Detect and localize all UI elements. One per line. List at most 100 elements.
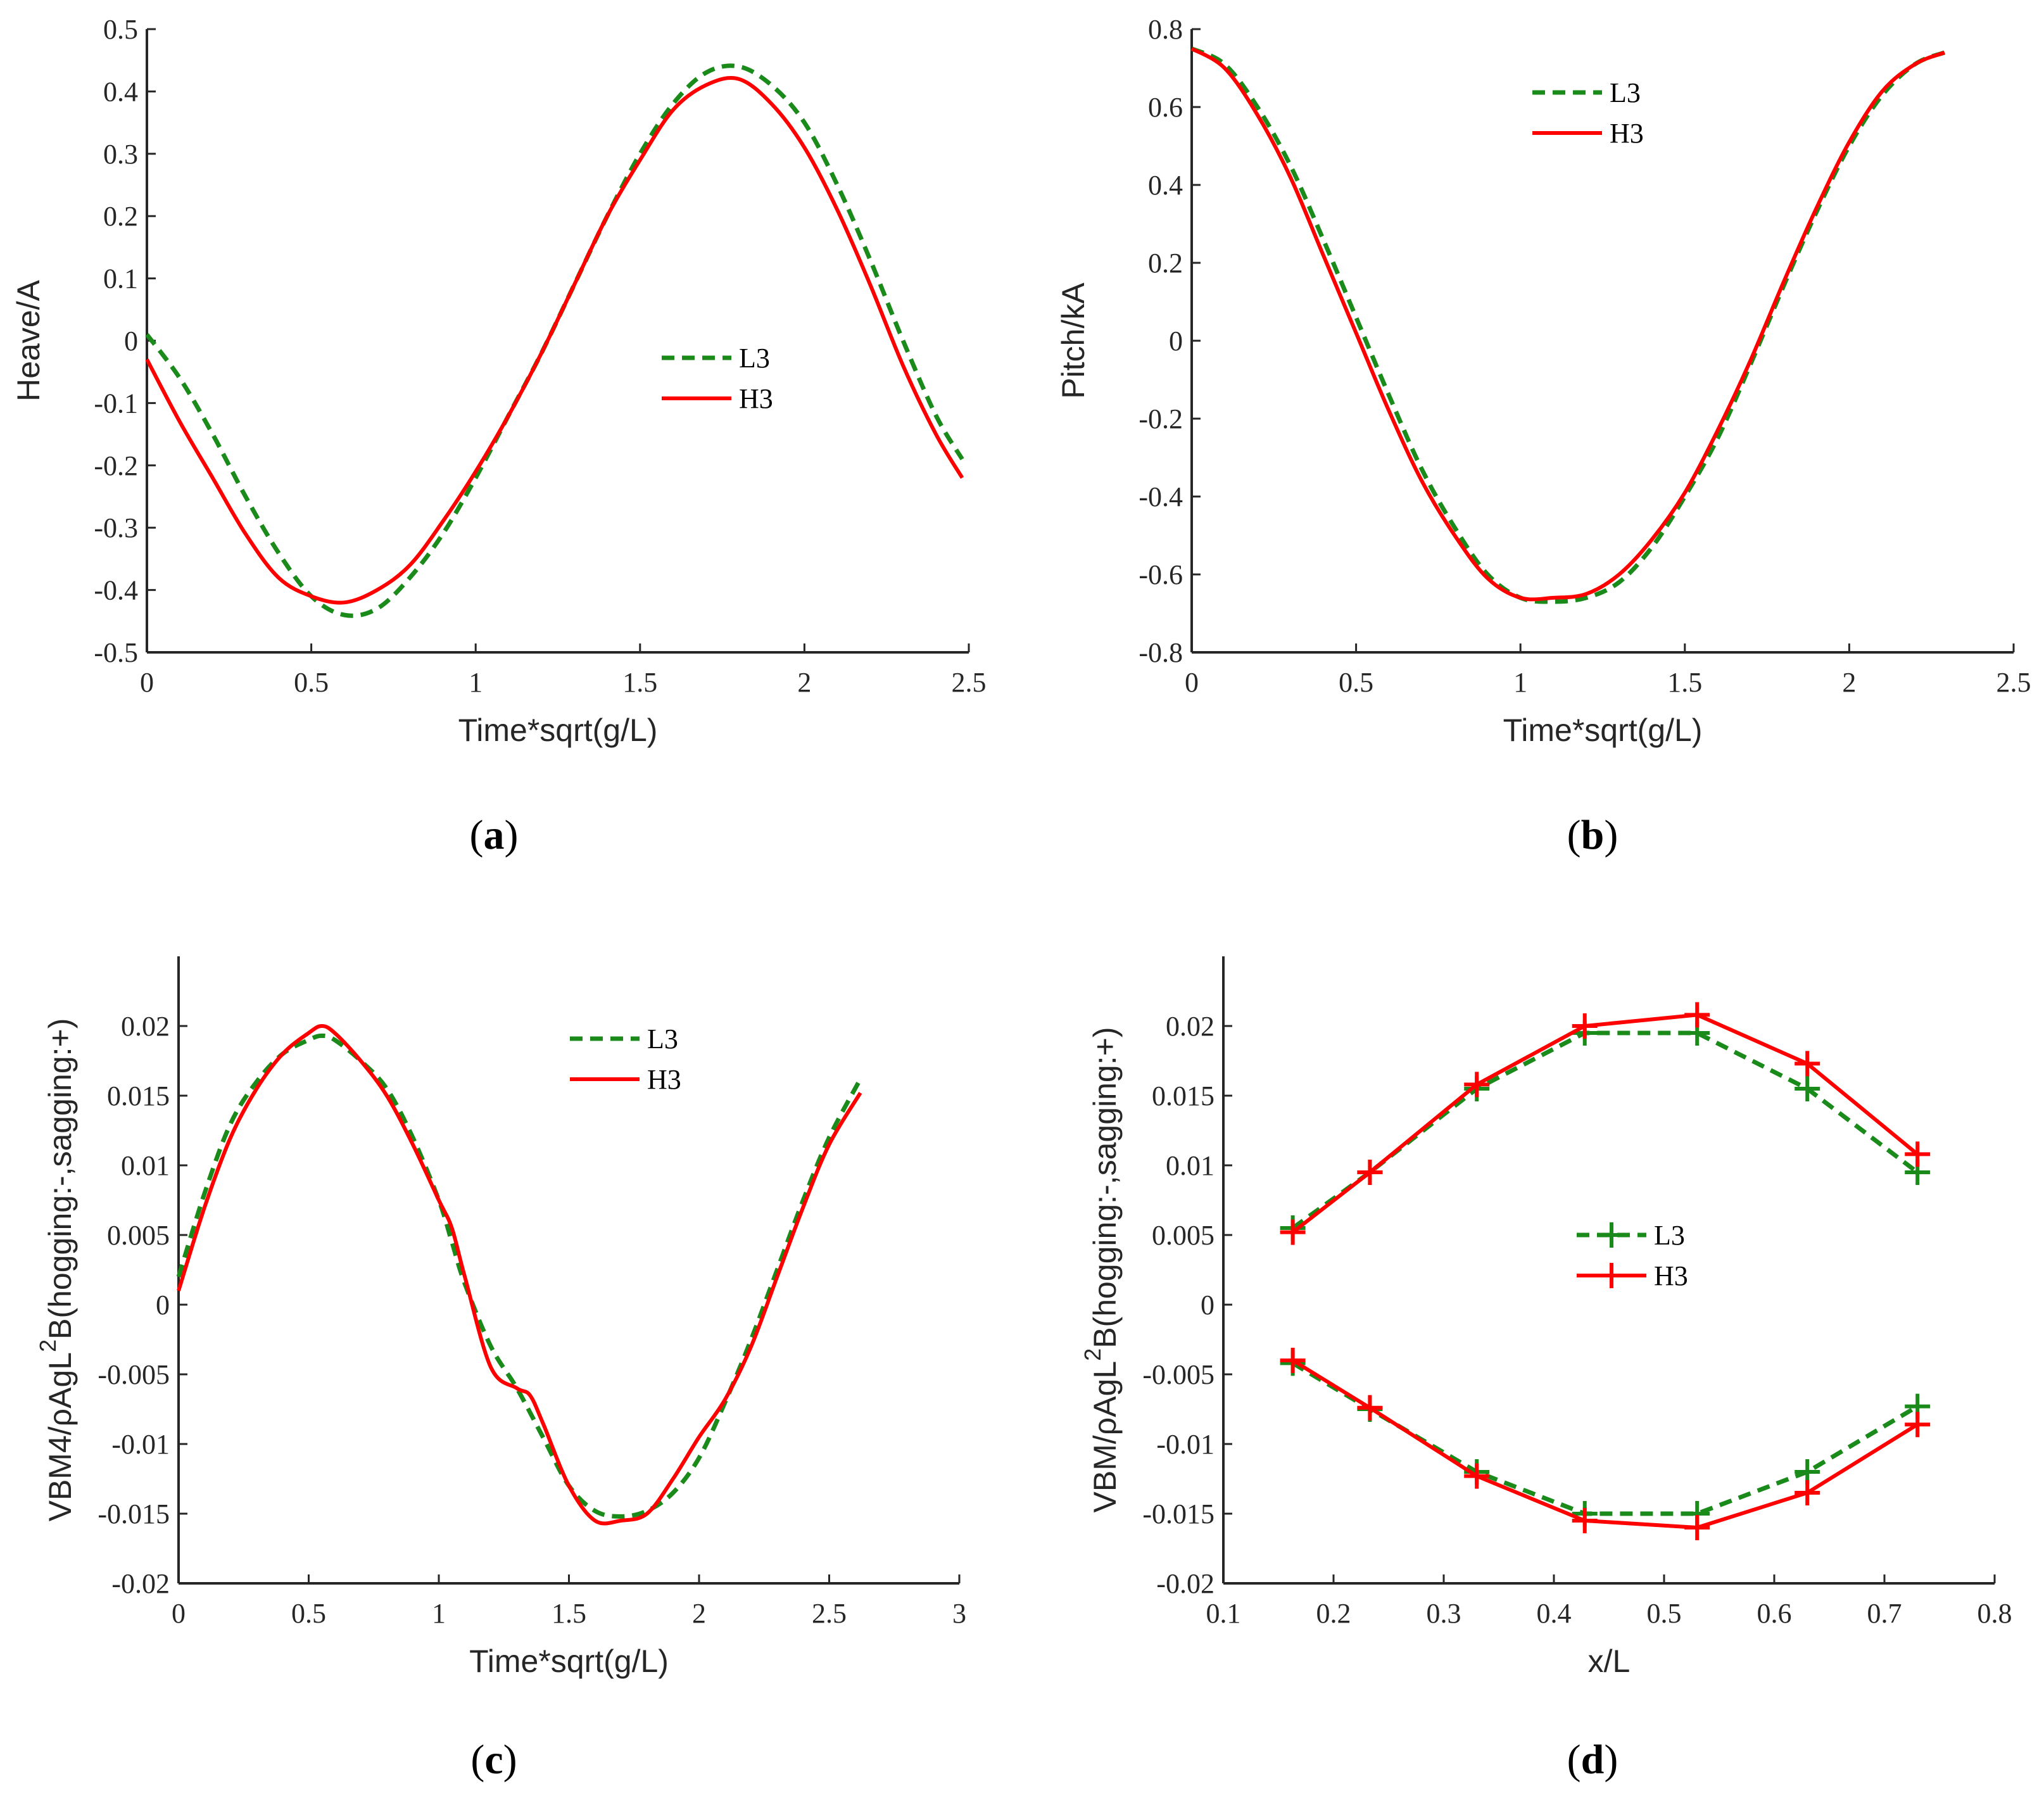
x-tick-label: 1.5 bbox=[552, 1598, 586, 1629]
series-line-h3 bbox=[1190, 47, 1946, 602]
series-line-l3 bbox=[145, 63, 964, 618]
x-tick-label: 2.5 bbox=[952, 667, 987, 698]
y-axis-title: Pitch/kA bbox=[1056, 282, 1091, 399]
y-axis-title: VBM4/ρAgL2B(hogging:-,sagging:+) bbox=[35, 1018, 78, 1522]
series-line-l3 bbox=[176, 1033, 862, 1519]
y-tick-label: -0.01 bbox=[111, 1429, 170, 1460]
x-tick-label: 2 bbox=[1842, 667, 1856, 698]
data-point-marker-h3 bbox=[1357, 1160, 1383, 1185]
y-tick-label: 0.02 bbox=[1166, 1011, 1214, 1042]
y-tick-label: 0.6 bbox=[1148, 92, 1183, 123]
legend-label-h3: H3 bbox=[1654, 1260, 1688, 1291]
data-point-marker-h3 bbox=[1905, 1412, 1931, 1438]
x-tick-label: 0 bbox=[1185, 667, 1199, 698]
y-tick-label: 0 bbox=[156, 1289, 170, 1320]
x-tick-label: 0.1 bbox=[1206, 1598, 1241, 1629]
legend-marker-l3 bbox=[1599, 1222, 1624, 1248]
panel-label: (b) bbox=[1567, 812, 1618, 858]
legend-label-h3: H3 bbox=[1610, 118, 1644, 149]
legend-label-l3: L3 bbox=[1610, 77, 1641, 108]
x-axis-title: Time*sqrt(g/L) bbox=[1503, 712, 1703, 748]
y-tick-label: -0.3 bbox=[94, 512, 138, 543]
series-line-h3 bbox=[1291, 1013, 1919, 1234]
y-tick-label: -0.01 bbox=[1156, 1429, 1214, 1460]
x-tick-label: 1.5 bbox=[622, 667, 657, 698]
y-tick-label: -0.4 bbox=[1139, 481, 1183, 512]
y-tick-label: -0.5 bbox=[94, 637, 138, 668]
y-tick-label: 0.4 bbox=[103, 76, 138, 107]
x-tick-label: 1 bbox=[469, 667, 483, 698]
y-tick-label: -0.6 bbox=[1139, 559, 1183, 590]
x-tick-label: 2.5 bbox=[1997, 667, 2031, 698]
data-point-marker-h3 bbox=[1684, 1002, 1710, 1028]
series-line-l3 bbox=[1291, 1030, 1919, 1230]
y-axis-title: Heave/A bbox=[11, 279, 46, 401]
x-tick-label: 0.6 bbox=[1757, 1598, 1792, 1629]
x-tick-label: 0.3 bbox=[1427, 1598, 1461, 1629]
data-point-marker-h3 bbox=[1905, 1141, 1931, 1167]
y-tick-label: 0 bbox=[124, 326, 138, 357]
data-point-marker-h3 bbox=[1357, 1395, 1383, 1421]
x-tick-label: 0.5 bbox=[294, 667, 329, 698]
y-tick-label: -0.4 bbox=[94, 575, 138, 606]
y-tick-label: -0.1 bbox=[94, 388, 138, 419]
panel-b-chart: 0 0.5 1 1.5 2 2.5 -0.8 -0.6 -0.4 -0.2 0 0.2 0.4 0.6 0.… bbox=[1056, 14, 2031, 858]
data-point-marker-h3 bbox=[1572, 1508, 1598, 1533]
series-line-h3 bbox=[177, 1024, 862, 1526]
y-tick-label: 0 bbox=[1169, 326, 1183, 357]
y-tick-label: 0.01 bbox=[121, 1150, 170, 1181]
x-tick-label: 0.5 bbox=[291, 1598, 326, 1629]
y-tick-label: -0.005 bbox=[98, 1359, 170, 1390]
y-tick-label: -0.2 bbox=[1139, 403, 1183, 434]
y-tick-label: 0.005 bbox=[107, 1220, 170, 1251]
y-tick-label: 0.005 bbox=[1152, 1220, 1214, 1251]
y-tick-label: -0.02 bbox=[1156, 1568, 1214, 1599]
x-tick-label: 2 bbox=[692, 1598, 706, 1629]
y-tick-label: 0 bbox=[1201, 1289, 1214, 1320]
y-tick-label: 0.3 bbox=[103, 139, 138, 170]
data-point-marker-h3 bbox=[1795, 1480, 1820, 1505]
x-tick-label: 2 bbox=[797, 667, 811, 698]
x-tick-label: 0 bbox=[140, 667, 154, 698]
panel-label: (d) bbox=[1567, 1737, 1618, 1783]
x-tick-label: 1 bbox=[432, 1598, 446, 1629]
y-tick-label: 0.015 bbox=[107, 1080, 170, 1112]
x-axis-title: Time*sqrt(g/L) bbox=[458, 712, 658, 748]
legend-label-h3: H3 bbox=[739, 383, 773, 414]
data-point-marker-l3 bbox=[1795, 1076, 1820, 1101]
panel-d-chart: 0.1 0.2 0.3 0.4 0.5 0.6 0.7 0.8 -0.02 -0.015 -0.01… bbox=[1080, 956, 2012, 1783]
x-tick-label: 0.7 bbox=[1867, 1598, 1902, 1629]
panel-label: (a) bbox=[470, 812, 519, 858]
legend-marker-h3 bbox=[1599, 1263, 1624, 1288]
x-tick-label: 2.5 bbox=[812, 1598, 847, 1629]
y-tick-label: 0.8 bbox=[1148, 14, 1183, 45]
y-tick-label: 0.01 bbox=[1166, 1150, 1214, 1181]
x-tick-label: 0.5 bbox=[1647, 1598, 1682, 1629]
x-tick-label: 0.4 bbox=[1537, 1598, 1572, 1629]
series-line-h3 bbox=[145, 76, 964, 605]
y-tick-label: -0.015 bbox=[98, 1498, 170, 1530]
y-tick-label: 0.2 bbox=[103, 201, 138, 232]
y-tick-label: 0.2 bbox=[1148, 248, 1183, 279]
y-tick-label: -0.005 bbox=[1142, 1359, 1214, 1390]
legend-label-h3: H3 bbox=[647, 1064, 681, 1095]
data-point-marker-h3 bbox=[1464, 1463, 1490, 1489]
data-point-marker-h3 bbox=[1684, 1515, 1710, 1540]
data-point-marker-h3 bbox=[1464, 1072, 1490, 1098]
data-point-marker-h3 bbox=[1280, 1219, 1306, 1245]
data-point-marker-h3 bbox=[1280, 1348, 1306, 1373]
series-line-l3 bbox=[1291, 1361, 1919, 1516]
x-axis-title: Time*sqrt(g/L) bbox=[469, 1644, 669, 1679]
legend-label-l3: L3 bbox=[1654, 1220, 1685, 1251]
legend-label-l3: L3 bbox=[647, 1023, 678, 1054]
y-axis-title: VBM/ρAgL2B(hogging:-,sagging:+) bbox=[1080, 1027, 1123, 1513]
x-tick-label: 0.5 bbox=[1339, 667, 1373, 698]
panel-label: (c) bbox=[470, 1737, 517, 1783]
x-tick-label: 1 bbox=[1513, 667, 1527, 698]
y-tick-label: 0.4 bbox=[1148, 170, 1183, 201]
